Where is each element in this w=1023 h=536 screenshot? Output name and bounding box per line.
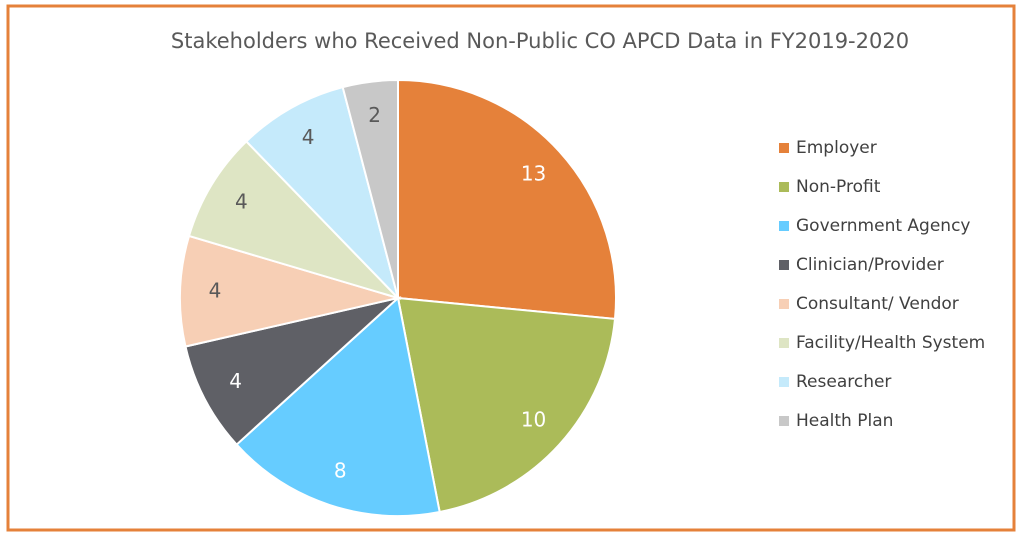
slice-label: 4 <box>229 369 242 393</box>
slice-label: 10 <box>521 408 546 432</box>
pie-slice <box>341 78 399 299</box>
legend-text: Non-Profit <box>796 177 881 197</box>
legend-swatch <box>779 182 789 192</box>
pie-slice <box>179 234 402 348</box>
legend-text: Researcher <box>796 372 891 392</box>
pie-slice <box>396 296 617 514</box>
chart-title: Stakeholders who Received Non-Public CO … <box>171 29 909 53</box>
slice-label: 2 <box>368 103 381 127</box>
legend-swatch <box>779 377 789 387</box>
legend-swatch <box>779 416 789 426</box>
legend-swatch <box>779 338 789 348</box>
legend-text: Government Agency <box>796 216 970 236</box>
legend-text: Health Plan <box>796 411 893 431</box>
slice-label: 13 <box>521 161 546 185</box>
legend-text: Consultant/ Vendor <box>796 294 959 314</box>
pie-slice <box>187 139 402 301</box>
pie-slice <box>235 296 441 517</box>
slice-label: 4 <box>209 279 222 303</box>
pie-slice <box>397 78 617 321</box>
slice-label: 4 <box>235 190 248 214</box>
slice-label: 8 <box>334 458 347 482</box>
slice-label: 4 <box>302 125 315 149</box>
legend-text: Clinician/Provider <box>796 255 944 275</box>
legend-swatch <box>779 260 789 270</box>
legend-text: Facility/Health System <box>796 333 985 353</box>
legend-swatch <box>779 299 789 309</box>
pie-slice <box>244 85 400 302</box>
legend-text: Employer <box>796 138 877 158</box>
legend-swatch <box>779 143 789 153</box>
legend-swatch <box>779 221 789 231</box>
